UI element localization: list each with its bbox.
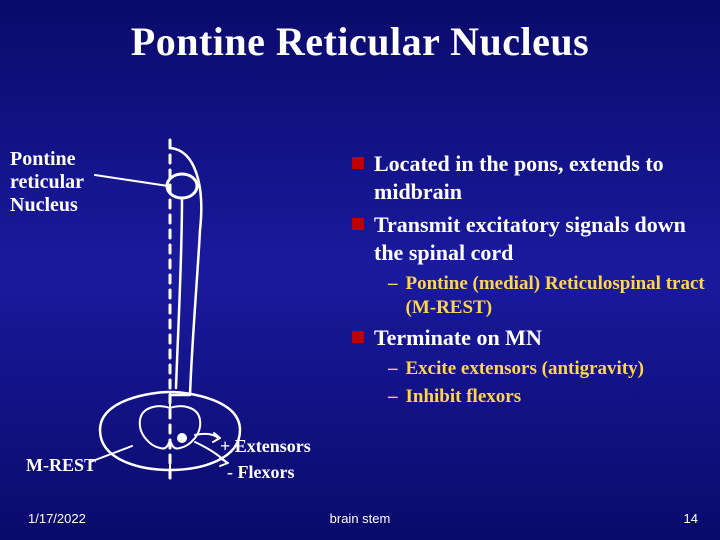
bullet-item: Terminate on MN <box>352 324 714 352</box>
bullet-item: Located in the pons, extends to midbrain <box>352 150 714 205</box>
label-m-rest: M-REST <box>26 455 96 476</box>
footer-page-number: 14 <box>684 511 698 526</box>
bullet-text: Located in the pons, extends to midbrain <box>374 150 714 205</box>
bullet-content: Located in the pons, extends to midbrain… <box>352 150 714 413</box>
bullet-item: Transmit excitatory signals down the spi… <box>352 211 714 266</box>
bullet-square-icon <box>352 157 364 169</box>
label-flexors: - Flexors <box>227 462 294 483</box>
bullet-text: Terminate on MN <box>374 324 542 352</box>
sub-bullet-text: Inhibit flexors <box>406 385 522 409</box>
label-extensors: + Extensors <box>220 436 311 457</box>
label-prn-line3: Nucleus <box>10 194 78 216</box>
sub-bullet-text: Pontine (medial) Reticulospinal tract (M… <box>406 272 715 320</box>
slide-title: Pontine Reticular Nucleus <box>0 0 720 65</box>
label-prn-line2: reticular <box>10 171 84 193</box>
sub-bullet-item: – Inhibit flexors <box>388 385 714 409</box>
bullet-text: Transmit excitatory signals down the spi… <box>374 211 714 266</box>
label-pontine-reticular-nucleus: Pontine reticular Nucleus <box>10 148 84 217</box>
bullet-square-icon <box>352 331 364 343</box>
label-prn-line1: Pontine <box>10 148 76 170</box>
sub-bullet-item: – Pontine (medial) Reticulospinal tract … <box>388 272 714 320</box>
sub-bullet-item: – Excite extensors (antigravity) <box>388 357 714 381</box>
dash-icon: – <box>388 385 398 409</box>
bullet-square-icon <box>352 218 364 230</box>
sub-bullet-text: Excite extensors (antigravity) <box>406 357 645 381</box>
dash-icon: – <box>388 272 398 296</box>
dash-icon: – <box>388 357 398 381</box>
footer-center: brain stem <box>0 511 720 526</box>
